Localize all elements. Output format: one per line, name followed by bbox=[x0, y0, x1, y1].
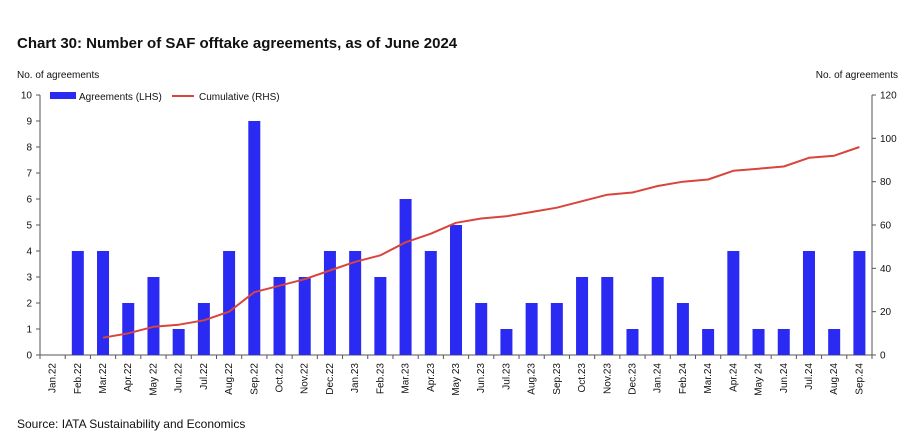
bar-agreements bbox=[424, 251, 437, 355]
right-tick-label: 80 bbox=[880, 177, 892, 188]
x-tick-label: Sep.24 bbox=[854, 363, 865, 395]
right-tick-label: 0 bbox=[880, 351, 886, 362]
x-tick-label: Mar.24 bbox=[703, 363, 714, 394]
x-tick-label: Oct.23 bbox=[577, 363, 588, 393]
right-tick-label: 40 bbox=[880, 264, 892, 275]
x-tick-label: Mar.23 bbox=[401, 363, 412, 394]
left-axis-title: No. of agreements bbox=[17, 70, 100, 81]
left-tick-label: 2 bbox=[26, 299, 32, 310]
line-cumulative bbox=[102, 146, 860, 339]
bar-agreements bbox=[676, 303, 689, 355]
legend-label-agreements: Agreements (LHS) bbox=[79, 92, 162, 103]
bar-agreements bbox=[172, 329, 185, 355]
bar-agreements bbox=[777, 329, 790, 355]
x-tick-label: Sep.23 bbox=[552, 363, 563, 395]
x-tick-label: May 22 bbox=[148, 363, 159, 396]
left-tick-label: 3 bbox=[26, 273, 32, 284]
x-tick-label: Oct.22 bbox=[275, 363, 286, 393]
x-tick-label: May 23 bbox=[451, 363, 462, 396]
x-tick-label: Aug.24 bbox=[829, 363, 840, 395]
right-tick-label: 100 bbox=[880, 134, 897, 145]
bar-agreements bbox=[197, 303, 210, 355]
chart-title: Chart 30: Number of SAF offtake agreemen… bbox=[17, 35, 458, 52]
bar-agreements bbox=[147, 277, 160, 355]
bar-agreements bbox=[752, 329, 765, 355]
x-tick-label: Feb.22 bbox=[73, 363, 84, 395]
bar-agreements bbox=[702, 329, 715, 355]
left-tick-label: 1 bbox=[26, 325, 32, 336]
x-tick-label: Nov.23 bbox=[602, 363, 613, 394]
source-note: Source: IATA Sustainability and Economic… bbox=[17, 417, 246, 431]
legend-swatch-agreements bbox=[50, 92, 76, 99]
left-tick-label: 6 bbox=[26, 195, 32, 206]
bar-agreements bbox=[248, 121, 261, 355]
chart-plot: Agreements (LHS) Cumulative (RHS) 0 1 2 3 4 5… bbox=[21, 91, 897, 396]
left-tick-label: 10 bbox=[21, 91, 33, 102]
bar-agreements bbox=[550, 303, 563, 355]
right-tick-label: 120 bbox=[880, 91, 897, 102]
x-tick-label: Nov.22 bbox=[300, 363, 311, 394]
bar-agreements bbox=[651, 277, 664, 355]
bar-agreements bbox=[223, 251, 236, 355]
bar-agreements bbox=[576, 277, 589, 355]
x-tick-label: Jun.23 bbox=[476, 363, 487, 393]
bar-agreements bbox=[802, 251, 815, 355]
x-tick-label: Jul.22 bbox=[199, 363, 210, 390]
bar-agreements bbox=[601, 277, 614, 355]
left-tick-label: 4 bbox=[26, 247, 32, 258]
bar-agreements bbox=[450, 225, 462, 355]
x-tick-label: Jan.22 bbox=[48, 363, 59, 393]
bar-agreements bbox=[122, 303, 135, 355]
bar-agreements bbox=[828, 329, 841, 355]
legend-label-cumulative: Cumulative (RHS) bbox=[199, 92, 280, 103]
x-tick-label: Jul.24 bbox=[804, 363, 815, 390]
x-tick-label: Mar.22 bbox=[98, 363, 109, 394]
x-tick-label: Jan.23 bbox=[350, 363, 361, 393]
left-tick-label: 5 bbox=[26, 221, 32, 232]
bar-agreements bbox=[273, 277, 286, 355]
bar-agreements bbox=[727, 251, 740, 355]
x-tick-label: Jan.24 bbox=[653, 363, 664, 393]
right-axis-title: No. of agreements bbox=[815, 70, 898, 81]
right-tick-label: 20 bbox=[880, 307, 892, 318]
bar-agreements bbox=[500, 329, 513, 355]
bar-agreements bbox=[374, 277, 387, 355]
left-tick-label: 7 bbox=[26, 169, 32, 180]
right-tick-label: 60 bbox=[880, 221, 892, 232]
bar-agreements bbox=[71, 251, 84, 355]
bar-agreements bbox=[97, 251, 110, 355]
x-tick-label: Aug.23 bbox=[527, 363, 538, 395]
bar-agreements bbox=[626, 329, 639, 355]
x-tick-label: Feb.24 bbox=[678, 363, 689, 395]
x-tick-label: Jun.24 bbox=[779, 363, 790, 393]
bar-agreements bbox=[399, 199, 412, 355]
left-tick-label: 8 bbox=[26, 143, 32, 154]
x-tick-label: Dec.23 bbox=[627, 363, 638, 395]
left-tick-label: 0 bbox=[26, 351, 32, 362]
bar-agreements bbox=[525, 303, 538, 355]
x-tick-label: Apr.24 bbox=[728, 363, 739, 392]
x-tick-label: Feb.23 bbox=[375, 363, 386, 395]
x-tick-label: Apr.23 bbox=[426, 363, 437, 392]
legend: Agreements (LHS) Cumulative (RHS) bbox=[50, 92, 280, 103]
x-tick-label: Aug.22 bbox=[224, 363, 235, 395]
bar-agreements bbox=[853, 251, 866, 355]
bar-agreements bbox=[349, 251, 362, 355]
bar-agreements bbox=[323, 251, 336, 355]
x-tick-label: May 24 bbox=[754, 363, 765, 396]
left-tick-label: 9 bbox=[26, 117, 32, 128]
x-tick-label: Jul.23 bbox=[501, 363, 512, 390]
x-tick-label: Dec.22 bbox=[325, 363, 336, 395]
x-tick-label: Sep.22 bbox=[249, 363, 260, 395]
x-tick-label: Apr.22 bbox=[123, 363, 134, 392]
bar-agreements bbox=[475, 303, 488, 355]
x-tick-label: Jun.22 bbox=[174, 363, 185, 393]
bar-agreements bbox=[298, 277, 311, 355]
